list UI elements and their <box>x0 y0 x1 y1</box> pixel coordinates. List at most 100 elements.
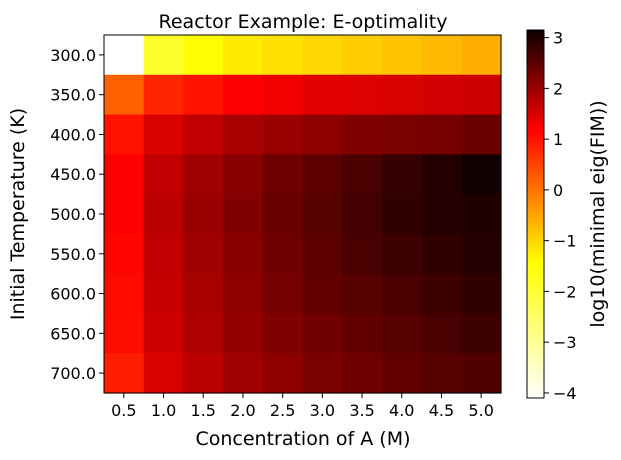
heatmap-cell <box>183 154 224 195</box>
heatmap-cell <box>461 74 502 116</box>
heatmap-cell <box>223 233 264 275</box>
heatmap-cell <box>262 273 304 315</box>
heatmap-cell <box>342 194 383 235</box>
heatmap-cell <box>104 35 145 76</box>
y-tick-label: 600.0 <box>50 285 96 304</box>
colorbar-tick-label: −2 <box>553 282 577 301</box>
heatmap-cell <box>381 114 423 155</box>
heatmap-cell <box>421 353 462 394</box>
x-tick-label: 3.0 <box>310 401 335 420</box>
heatmap-cell <box>421 313 462 354</box>
y-tick-label: 650.0 <box>50 324 96 343</box>
heatmap-cell <box>342 114 383 155</box>
y-tick-label: 350.0 <box>50 86 96 105</box>
heatmap-cell <box>461 114 502 155</box>
heatmap-cell <box>143 273 184 315</box>
colorbar-tick-label: 0 <box>553 181 563 200</box>
heatmap-cell <box>223 35 264 76</box>
colorbar-tick-label: −3 <box>553 333 577 352</box>
heatmap-cell <box>381 35 423 76</box>
y-axis-label: Initial Temperature (K) <box>7 108 29 320</box>
heatmap-cell <box>223 74 264 116</box>
y-tick-label: 450.0 <box>50 165 96 184</box>
x-axis-label: Concentration of A (M) <box>195 428 410 450</box>
heatmap-cell <box>461 353 502 394</box>
heatmap-cell <box>381 233 423 275</box>
heatmap-cell <box>342 313 383 354</box>
x-tick-label: 5.0 <box>468 401 493 420</box>
x-tick-label: 4.0 <box>389 401 414 420</box>
heatmap-cell <box>183 114 224 155</box>
colorbar-tick-label: 2 <box>553 79 563 98</box>
heatmap-cell <box>381 353 423 394</box>
x-tick-label: 4.5 <box>429 401 454 420</box>
colorbar-label: log10(minimal eig(FIM)) <box>587 100 609 327</box>
heatmap-cell <box>302 313 343 354</box>
chart-title: Reactor Example: E-optimality <box>159 11 448 33</box>
x-tick-label: 1.0 <box>151 401 176 420</box>
heatmap-cell <box>143 114 184 155</box>
y-tick-label: 700.0 <box>50 364 96 383</box>
colorbar <box>526 29 545 399</box>
heatmap-cell <box>461 313 502 354</box>
heatmap-cell <box>223 114 264 155</box>
heatmap-cell <box>461 273 502 315</box>
heatmap-cell <box>223 353 264 394</box>
heatmap-cell <box>143 353 184 394</box>
heatmap-cell <box>223 194 264 235</box>
heatmap-cell <box>223 313 264 354</box>
heatmap-cell <box>262 35 304 76</box>
heatmap-cell <box>143 194 184 235</box>
heatmap-cell <box>302 353 343 394</box>
colorbar-ticks: 3 2 1 0 −1 −2 −3 −4 <box>544 29 577 403</box>
heatmap-cell <box>223 273 264 315</box>
y-tick-label: 550.0 <box>50 245 96 264</box>
heatmap-cell <box>104 154 145 195</box>
heatmap-cell <box>302 154 343 195</box>
colorbar-tick-label: 1 <box>553 130 563 149</box>
heatmap-cell <box>262 313 304 354</box>
heatmap-cell <box>381 74 423 116</box>
heatmap-cell <box>302 114 343 155</box>
heatmap-cell <box>143 74 184 116</box>
heatmap-cell <box>381 194 423 235</box>
heatmap-cell <box>104 313 145 354</box>
heatmap-cell <box>342 35 383 76</box>
heatmap-cell <box>381 154 423 195</box>
heatmap-cell <box>262 233 304 275</box>
y-axis-ticks: 300.0 350.0 400.0 450.0 500.0 550.0 600.0 650.0… <box>50 46 104 383</box>
heatmap-cell <box>223 154 264 195</box>
heatmap-cell <box>143 154 184 195</box>
heatmap-cell <box>342 353 383 394</box>
heatmap-cell <box>421 74 462 116</box>
heatmap-cell <box>183 353 224 394</box>
x-tick-label: 2.0 <box>230 401 255 420</box>
heatmap-cell <box>262 74 304 116</box>
heatmap-cell <box>342 273 383 315</box>
x-axis-ticks: 0.5 1.0 1.5 2.0 2.5 3.0 3.5 4.0 4.5 5.0 <box>111 393 494 420</box>
heatmap-cell <box>183 35 224 76</box>
heatmap-cells <box>104 35 502 394</box>
x-tick-label: 0.5 <box>111 401 136 420</box>
y-tick-label: 300.0 <box>50 46 96 65</box>
heatmap-cell <box>381 313 423 354</box>
heatmap-cell <box>183 194 224 235</box>
heatmap-cell <box>104 194 145 235</box>
heatmap-cell <box>183 313 224 354</box>
heatmap-cell <box>421 194 462 235</box>
heatmap-cell <box>143 35 184 76</box>
x-tick-label: 1.5 <box>191 401 216 420</box>
x-tick-label: 3.5 <box>349 401 374 420</box>
heatmap-cell <box>342 233 383 275</box>
heatmap-cell <box>461 194 502 235</box>
heatmap-cell <box>104 233 145 275</box>
heatmap-cell <box>143 233 184 275</box>
heatmap-cell <box>342 154 383 195</box>
heatmap-cell <box>302 74 343 116</box>
heatmap-cell <box>302 273 343 315</box>
heatmap-cell <box>421 35 462 76</box>
heatmap-cell <box>421 273 462 315</box>
heatmap-cell <box>421 114 462 155</box>
heatmap-cell <box>104 353 145 394</box>
heatmap-cell <box>262 114 304 155</box>
